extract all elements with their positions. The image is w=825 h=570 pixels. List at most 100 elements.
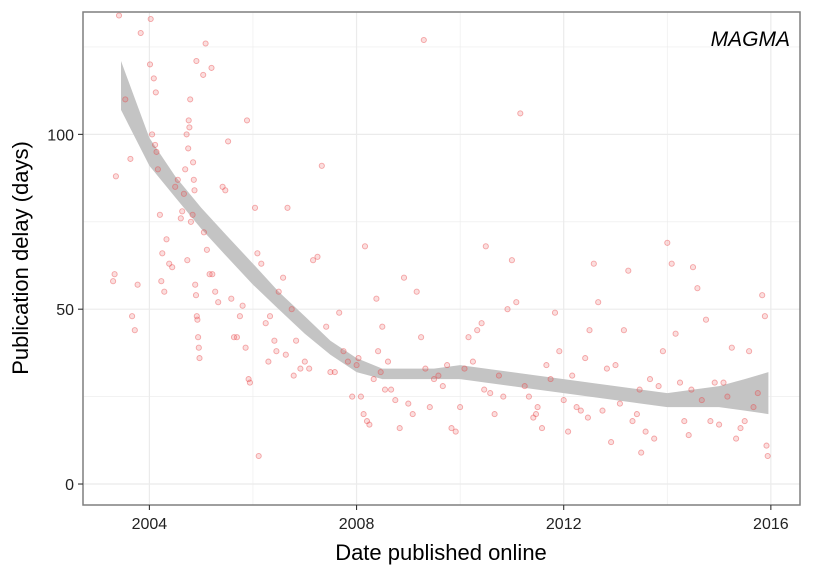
- data-point: [239, 302, 246, 309]
- data-point: [599, 407, 606, 414]
- data-point: [284, 204, 291, 211]
- data-point: [620, 327, 627, 334]
- data-point: [129, 313, 136, 320]
- data-point: [147, 15, 154, 23]
- data-point: [180, 190, 187, 197]
- x-tick-label: 2012: [546, 516, 582, 533]
- data-point: [177, 215, 184, 222]
- data-point: [187, 96, 194, 103]
- data-point: [182, 166, 189, 173]
- data-point: [685, 432, 692, 439]
- data-point: [724, 393, 731, 400]
- data-point: [381, 386, 389, 393]
- data-point: [174, 176, 181, 183]
- data-point: [625, 267, 632, 274]
- data-point: [336, 309, 343, 316]
- data-point: [668, 260, 675, 267]
- data-point: [222, 187, 229, 194]
- data-point: [192, 292, 200, 299]
- data-point: [200, 71, 207, 78]
- data-point: [392, 397, 399, 404]
- data-point: [280, 274, 287, 281]
- data-point: [584, 414, 591, 421]
- data-point: [461, 365, 468, 372]
- data-point: [209, 271, 216, 278]
- data-point: [388, 386, 395, 393]
- y-tick-label: 100: [47, 127, 74, 144]
- data-point: [245, 376, 252, 383]
- data-point: [236, 313, 243, 320]
- data-point: [112, 173, 119, 180]
- data-point: [206, 271, 213, 278]
- x-tick-label: 2004: [132, 516, 168, 533]
- data-point: [487, 390, 494, 397]
- data-point: [323, 323, 330, 330]
- y-axis-ticks: 0 50 100: [47, 127, 83, 494]
- data-point: [158, 278, 165, 285]
- data-point: [491, 411, 498, 418]
- data-point: [331, 369, 338, 376]
- data-point: [469, 358, 476, 365]
- data-point: [532, 411, 540, 418]
- data-point: [478, 320, 485, 327]
- data-point: [149, 131, 156, 138]
- data-point: [271, 337, 278, 344]
- data-point: [301, 358, 308, 365]
- data-point: [156, 211, 163, 218]
- data-point: [633, 411, 640, 418]
- data-point: [636, 386, 643, 393]
- data-point: [763, 442, 770, 449]
- data-point: [193, 57, 200, 65]
- data-point: [233, 334, 240, 341]
- data-point: [517, 110, 524, 117]
- data-point: [146, 61, 154, 68]
- data-point: [759, 292, 766, 299]
- data-point: [290, 372, 297, 379]
- data-point: [183, 131, 190, 138]
- data-point: [426, 404, 433, 411]
- data-point: [191, 187, 198, 194]
- data-point: [215, 299, 222, 306]
- data-point: [551, 309, 559, 316]
- data-point: [439, 383, 446, 390]
- data-point: [651, 435, 658, 442]
- data-point: [185, 117, 192, 124]
- scatter-points: [110, 12, 771, 460]
- data-point: [689, 264, 697, 271]
- x-axis-title: Date published online: [335, 540, 547, 565]
- data-point: [200, 229, 207, 236]
- data-point: [565, 428, 572, 435]
- data-point: [525, 393, 532, 400]
- data-point: [590, 260, 597, 267]
- data-point: [327, 369, 334, 376]
- plot-background: [83, 12, 800, 505]
- data-point: [422, 365, 429, 372]
- data-point: [255, 452, 262, 460]
- data-point: [361, 243, 369, 250]
- data-point: [474, 327, 481, 334]
- y-axis-title: Publication delay (days): [8, 141, 33, 375]
- data-point: [379, 323, 386, 330]
- data-point: [508, 257, 515, 264]
- data-point: [396, 425, 403, 432]
- data-point: [573, 404, 580, 411]
- data-point: [154, 166, 161, 173]
- data-point: [616, 400, 623, 407]
- data-point: [595, 299, 602, 306]
- data-point: [547, 376, 554, 383]
- data-point: [153, 148, 160, 155]
- data-point: [688, 386, 695, 393]
- data-point: [513, 299, 520, 306]
- data-point: [370, 376, 377, 383]
- data-point: [161, 288, 168, 295]
- data-point: [448, 425, 455, 432]
- data-point: [384, 358, 392, 365]
- plot-annotation: MAGMA: [711, 28, 790, 51]
- data-point: [608, 439, 615, 446]
- data-point: [152, 89, 159, 96]
- data-point: [353, 362, 360, 369]
- data-point: [642, 428, 649, 435]
- data-point: [377, 369, 384, 376]
- data-point: [495, 372, 502, 379]
